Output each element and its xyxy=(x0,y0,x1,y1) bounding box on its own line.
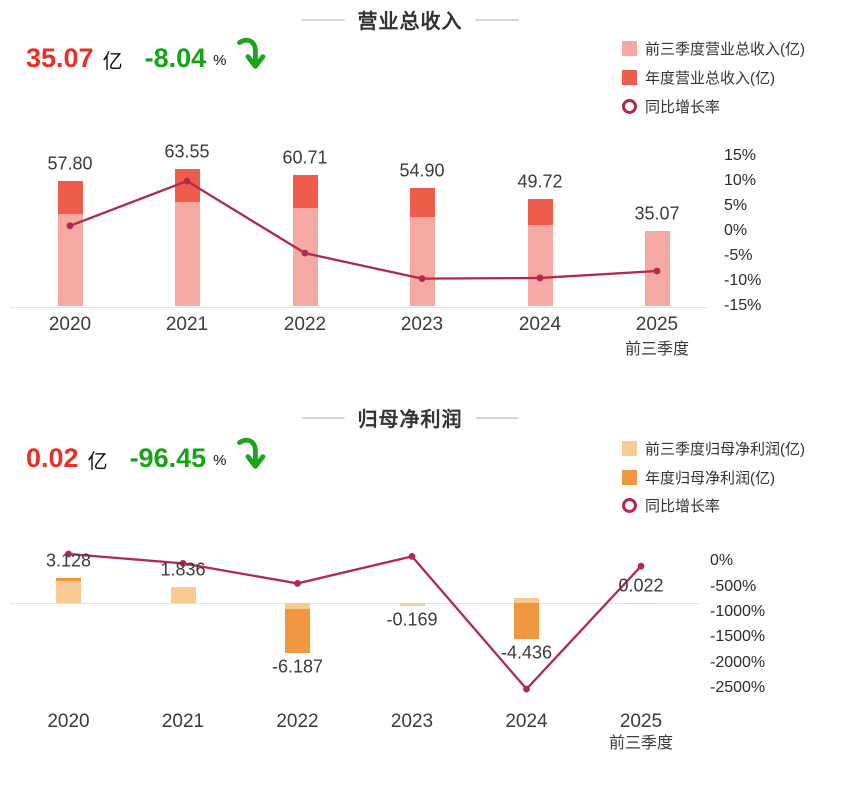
bar-value-label: 63.55 xyxy=(164,141,210,162)
legend-circle-swatch xyxy=(622,498,637,513)
bar-value-label: -4.436 xyxy=(500,642,553,663)
legend-square-swatch xyxy=(622,70,637,85)
bar-value-label: -6.187 xyxy=(271,656,324,677)
bar-segment-q3[interactable] xyxy=(285,603,310,609)
bar-value-label: 3.128 xyxy=(45,550,92,571)
legend-item[interactable]: 前三季度营业总收入(亿) xyxy=(622,38,805,59)
y2-axis-tick: -5% xyxy=(724,246,753,264)
legend-item[interactable]: 同比增长率 xyxy=(622,495,720,516)
bar-segment-q3[interactable] xyxy=(399,603,425,607)
x-axis-label: 2024 xyxy=(518,314,562,335)
x-axis-label: 2021 xyxy=(161,711,205,732)
revenue-title-row: 营业总收入 xyxy=(301,5,519,34)
bar-value-label: 35.07 xyxy=(634,203,680,224)
growth-line-path xyxy=(68,552,642,691)
legend-item[interactable]: 年度归母净利润(亿) xyxy=(622,467,775,488)
legend-label: 同比增长率 xyxy=(645,498,721,515)
title-dash-right xyxy=(475,416,519,419)
legend-label: 同比增长率 xyxy=(645,99,721,116)
x-axis-label: 2023 xyxy=(390,711,434,732)
legend-square-swatch xyxy=(622,41,637,56)
bar-value-label: 1.836 xyxy=(160,559,206,580)
y2-axis-tick: -15% xyxy=(724,296,762,314)
down-arrow-icon xyxy=(237,437,266,469)
bar-segment-q3[interactable] xyxy=(56,581,81,603)
revenue-headline-change: -8.04 xyxy=(144,42,207,73)
net-profit-title-row: 归母净利润 xyxy=(301,403,519,432)
y2-axis-tick: -10% xyxy=(724,271,762,289)
revenue-chart-title: 营业总收入 xyxy=(357,11,463,33)
legend-label: 前三季度营业总收入(亿) xyxy=(645,41,805,58)
y2-axis-tick: -2000% xyxy=(710,653,766,671)
net-profit-headline-change: -96.45 xyxy=(129,442,207,473)
net-profit-headline-stats: 0.02 亿 -96.45 % xyxy=(26,437,266,474)
x-axis-baseline xyxy=(10,603,700,604)
bar-segment-annual[interactable] xyxy=(514,603,539,639)
x-axis-label: 2020 xyxy=(48,314,92,335)
x-axis-label: 2021 xyxy=(165,314,209,335)
revenue-headline-percent-sign: % xyxy=(213,51,227,69)
y2-axis-tick: 10% xyxy=(724,171,757,189)
x-axis-label: 2023 xyxy=(400,314,444,335)
y2-axis-tick: 5% xyxy=(724,196,748,214)
y2-axis-tick: 0% xyxy=(724,221,748,239)
legend-item[interactable]: 年度营业总收入(亿) xyxy=(622,67,775,88)
legend-label: 前三季度归母净利润(亿) xyxy=(645,441,805,458)
legend-label: 年度营业总收入(亿) xyxy=(645,70,775,87)
revenue-headline-value: 35.07 xyxy=(26,42,94,73)
legend-label: 年度归母净利润(亿) xyxy=(645,469,775,487)
net-profit-chart-title: 归母净利润 xyxy=(357,409,463,431)
x-axis-label: 2022 xyxy=(276,711,319,732)
legend-item[interactable]: 同比增长率 xyxy=(622,96,720,117)
y2-axis-tick: -1500% xyxy=(710,628,766,646)
legend-square-swatch xyxy=(622,469,637,485)
x-axis-sub-label: 前三季度 xyxy=(608,735,674,752)
y2-axis-tick: -2500% xyxy=(710,678,766,696)
title-dash-left xyxy=(301,416,345,419)
x-axis-label: 2020 xyxy=(47,711,90,732)
y2-axis-tick: 15% xyxy=(724,146,757,164)
y2-axis-tick: -1000% xyxy=(710,602,766,620)
growth-line-point[interactable] xyxy=(523,685,530,693)
title-dash-right xyxy=(475,18,519,21)
x-axis-label: 2022 xyxy=(283,314,327,335)
legend-circle-swatch xyxy=(622,99,637,114)
y2-axis-tick: 0% xyxy=(710,552,734,570)
revenue-headline-stats: 35.07 亿 -8.04 % xyxy=(26,37,266,74)
bar-value-label: 60.71 xyxy=(282,147,328,168)
bar-value-label: 54.90 xyxy=(399,160,445,181)
net-profit-headline-unit: 亿 xyxy=(87,450,108,473)
growth-line-point[interactable] xyxy=(408,552,416,560)
bar-segment-q3[interactable] xyxy=(514,598,539,603)
growth-line-point[interactable] xyxy=(294,580,301,587)
legend-item[interactable]: 前三季度归母净利润(亿) xyxy=(622,438,805,459)
legend-square-swatch xyxy=(622,441,637,456)
down-arrow-icon xyxy=(237,37,266,69)
net-profit-headline-percent-sign: % xyxy=(213,451,227,469)
bar-value-label: 57.80 xyxy=(47,153,93,174)
y2-axis-tick: -500% xyxy=(710,577,757,595)
revenue-headline-unit: 亿 xyxy=(102,50,123,73)
x-axis-label: 2025 xyxy=(635,314,679,335)
growth-line-point[interactable] xyxy=(637,562,645,570)
bar-value-label: 49.72 xyxy=(517,171,563,192)
x-axis-label: 2025 xyxy=(619,711,663,732)
net-profit-headline-value: 0.02 xyxy=(26,442,79,473)
bar-segment-annual[interactable] xyxy=(285,603,310,653)
x-axis-baseline xyxy=(10,306,708,308)
x-axis-sub-label: 前三季度 xyxy=(624,341,690,358)
title-dash-left xyxy=(301,18,345,21)
bar-value-label: 0.022 xyxy=(618,575,664,596)
bar-value-label: -0.169 xyxy=(386,609,438,630)
x-axis-label: 2024 xyxy=(505,711,548,732)
bar-segment-q3[interactable] xyxy=(170,587,196,603)
